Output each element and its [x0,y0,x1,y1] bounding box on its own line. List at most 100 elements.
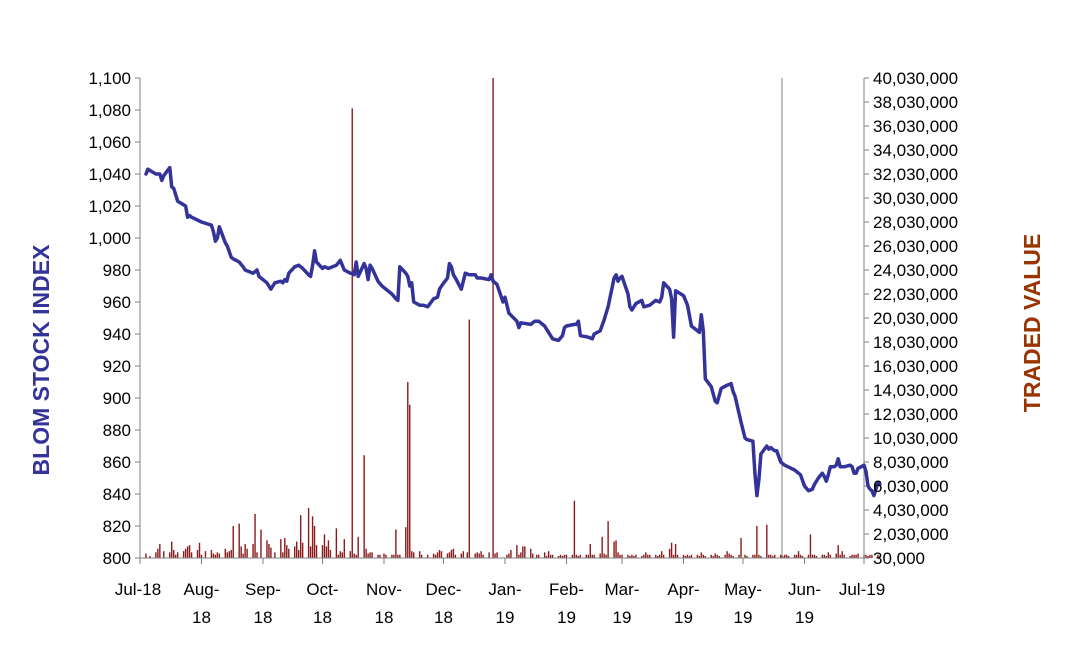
traded-value-bar [799,554,802,558]
y-right-tick-label: 32,030,000 [873,165,958,184]
x-tick-label-year: 19 [613,608,632,627]
traded-value-bar [474,553,476,558]
traded-value-bar [176,552,179,558]
traded-value-bar [700,552,703,558]
traded-value-bar [793,554,796,558]
traded-value-bar [724,554,726,558]
traded-value-bar [801,555,804,558]
traded-value-bar [436,552,439,558]
traded-value-bar [740,537,742,558]
traded-value-bar [746,555,748,558]
traded-value-bar [391,554,393,558]
traded-value-bar [855,554,857,558]
y-left-tick-label: 1,040 [88,165,131,184]
traded-value-bar [393,554,395,558]
traded-value-bar [294,546,296,558]
y-left-tick-label: 1,100 [88,69,131,88]
traded-value-bar [339,551,342,558]
y-right-tick-label: 28,030,000 [873,213,958,232]
traded-value-bar [686,554,689,558]
traded-value-bar [627,554,629,558]
traded-value-bar [462,551,465,558]
traded-value-bar [536,554,538,558]
x-tick-label-year: 19 [734,608,753,627]
traded-value-bar [482,554,484,558]
traded-value-bar [282,552,284,558]
traded-value-bar [246,548,248,558]
traded-value-bar [823,554,826,558]
traded-value-bar [418,551,421,558]
traded-value-bar [377,554,379,558]
traded-value-bar [353,553,355,558]
traded-value-bar [718,555,720,558]
traded-value-bar [730,554,732,558]
traded-value-bar [508,553,510,558]
traded-value-bar [256,552,258,558]
traded-value-bar [605,554,607,558]
traded-value-bar [385,554,387,558]
y-right-tick-label: 38,030,000 [873,93,958,112]
y-axis-right-title: TRADED VALUE [1019,234,1045,412]
x-tick-label: Feb- [549,580,584,599]
traded-value-bar [649,554,651,558]
traded-value-bar [299,515,302,558]
traded-value-bar [658,554,661,558]
traded-value-bar [698,555,701,558]
traded-value-bar [254,513,256,558]
traded-value-bar [315,545,318,558]
traded-value-bar [537,554,540,558]
traded-value-bar [242,553,244,558]
traded-value-bar [188,545,191,558]
y-left-tick-label: 860 [103,453,131,472]
traded-value-bar [270,547,272,558]
traded-value-bar [827,552,829,558]
traded-value-bar [155,552,157,558]
traded-value-bar [587,554,589,558]
traded-value-bar [779,554,782,558]
traded-value-bar [297,549,300,558]
traded-value-bar [212,553,215,558]
x-tick-label-year: 18 [375,608,394,627]
traded-value-bar [244,543,246,558]
traded-value-bar [696,554,699,558]
traded-value-bar [551,554,554,558]
traded-value-bar [175,554,177,558]
traded-value-bar [871,554,873,558]
traded-value-bar [407,381,409,558]
traded-value-bar [280,539,282,558]
traded-value-bar [341,552,344,558]
traded-value-bar [432,553,435,558]
traded-value-bar [266,540,268,558]
traded-value-bar [617,552,619,558]
y-right-tick-label: 18,030,000 [873,333,958,352]
traded-value-bar [645,552,647,558]
traded-value-bar [363,455,365,558]
traded-value-bar [744,554,746,558]
y-right-tick-label: 4,030,000 [873,501,949,520]
traded-value-bar [829,554,831,558]
y-left-tick-label: 840 [103,485,131,504]
traded-value-bar [337,554,340,558]
traded-value-bar [532,553,534,558]
traded-value-bar [329,549,332,558]
traded-value-bar [865,554,867,558]
traded-value-bar [210,549,213,558]
traded-value-bar [674,543,677,558]
traded-value-bar [547,551,550,558]
traded-value-bar [204,551,207,558]
traded-value-bar [647,554,649,558]
x-tick-label: Nov- [366,580,402,599]
traded-value-bar [446,553,449,558]
traded-value-bar [613,541,615,558]
traded-value-bar [563,554,566,558]
traded-value-bar [492,78,494,558]
x-tick-label: Jun- [788,580,821,599]
traded-value-bar [163,551,165,558]
traded-value-bar [710,554,712,558]
traded-value-bar [452,548,455,558]
traded-value-bar [454,554,457,558]
y-right-tick-label: 10,030,000 [873,429,958,448]
traded-value-bar [809,534,812,558]
traded-value-bar [603,553,605,558]
traded-value-bar [835,553,837,558]
